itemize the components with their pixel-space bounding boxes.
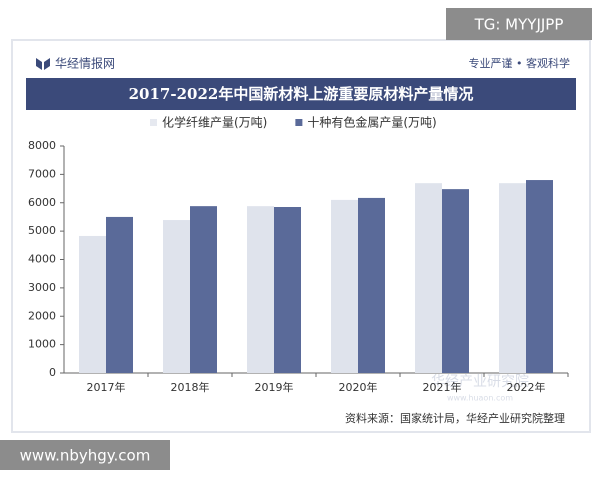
logo	[36, 58, 50, 70]
legend-label: 十种有色金属产量(万吨)	[307, 115, 436, 130]
y-tick-label: 7000	[28, 167, 56, 180]
bar	[442, 189, 469, 373]
x-tick-label: 2019年	[255, 380, 294, 394]
brand: 华经情报网	[55, 56, 115, 71]
legend-marker	[295, 119, 303, 126]
x-tick-label: 2020年	[339, 380, 378, 394]
x-tick-label: 2018年	[171, 380, 210, 394]
y-tick-label: 3000	[28, 281, 56, 294]
x-tick-label: 2021年	[423, 380, 462, 394]
x-tick-label: 2022年	[507, 380, 546, 394]
watermark: 华经产业研究院	[431, 374, 529, 390]
overlay-box	[446, 8, 592, 40]
source: 资料来源：国家统计局，华经产业研究院整理	[345, 411, 565, 425]
slogan: 专业严谨 • 客观科学	[469, 56, 570, 70]
y-tick-label: 8000	[28, 139, 56, 152]
overlay-box	[0, 440, 170, 470]
y-tick-label: 1000	[28, 338, 56, 351]
bar	[331, 199, 358, 373]
bar	[190, 206, 217, 373]
bar	[79, 235, 106, 373]
bar	[415, 183, 442, 373]
overlay-text: TG: MYYJJPP	[474, 16, 564, 34]
y-tick-label: 5000	[28, 224, 56, 237]
overlay-text: www.nbyhgy.com	[20, 447, 151, 465]
y-tick-label: 4000	[28, 253, 56, 266]
title-bar	[26, 78, 576, 110]
y-tick-label: 2000	[28, 309, 56, 322]
y-tick-label: 0	[49, 366, 56, 379]
bar	[247, 206, 274, 373]
bar	[274, 207, 301, 373]
bar	[106, 216, 133, 373]
legend-marker	[150, 119, 157, 126]
bar	[358, 197, 385, 373]
y-tick-label: 6000	[28, 196, 56, 209]
bar	[163, 220, 190, 373]
legend-label: 化学纤维产量(万吨)	[162, 115, 267, 130]
bar	[499, 183, 526, 373]
watermark-url: www.huaon.com	[447, 394, 513, 403]
bar	[526, 180, 553, 373]
chart-title: 2017-2022年中国新材料上游重要原材料产量情况	[129, 85, 474, 103]
x-tick-label: 2017年	[87, 380, 126, 394]
